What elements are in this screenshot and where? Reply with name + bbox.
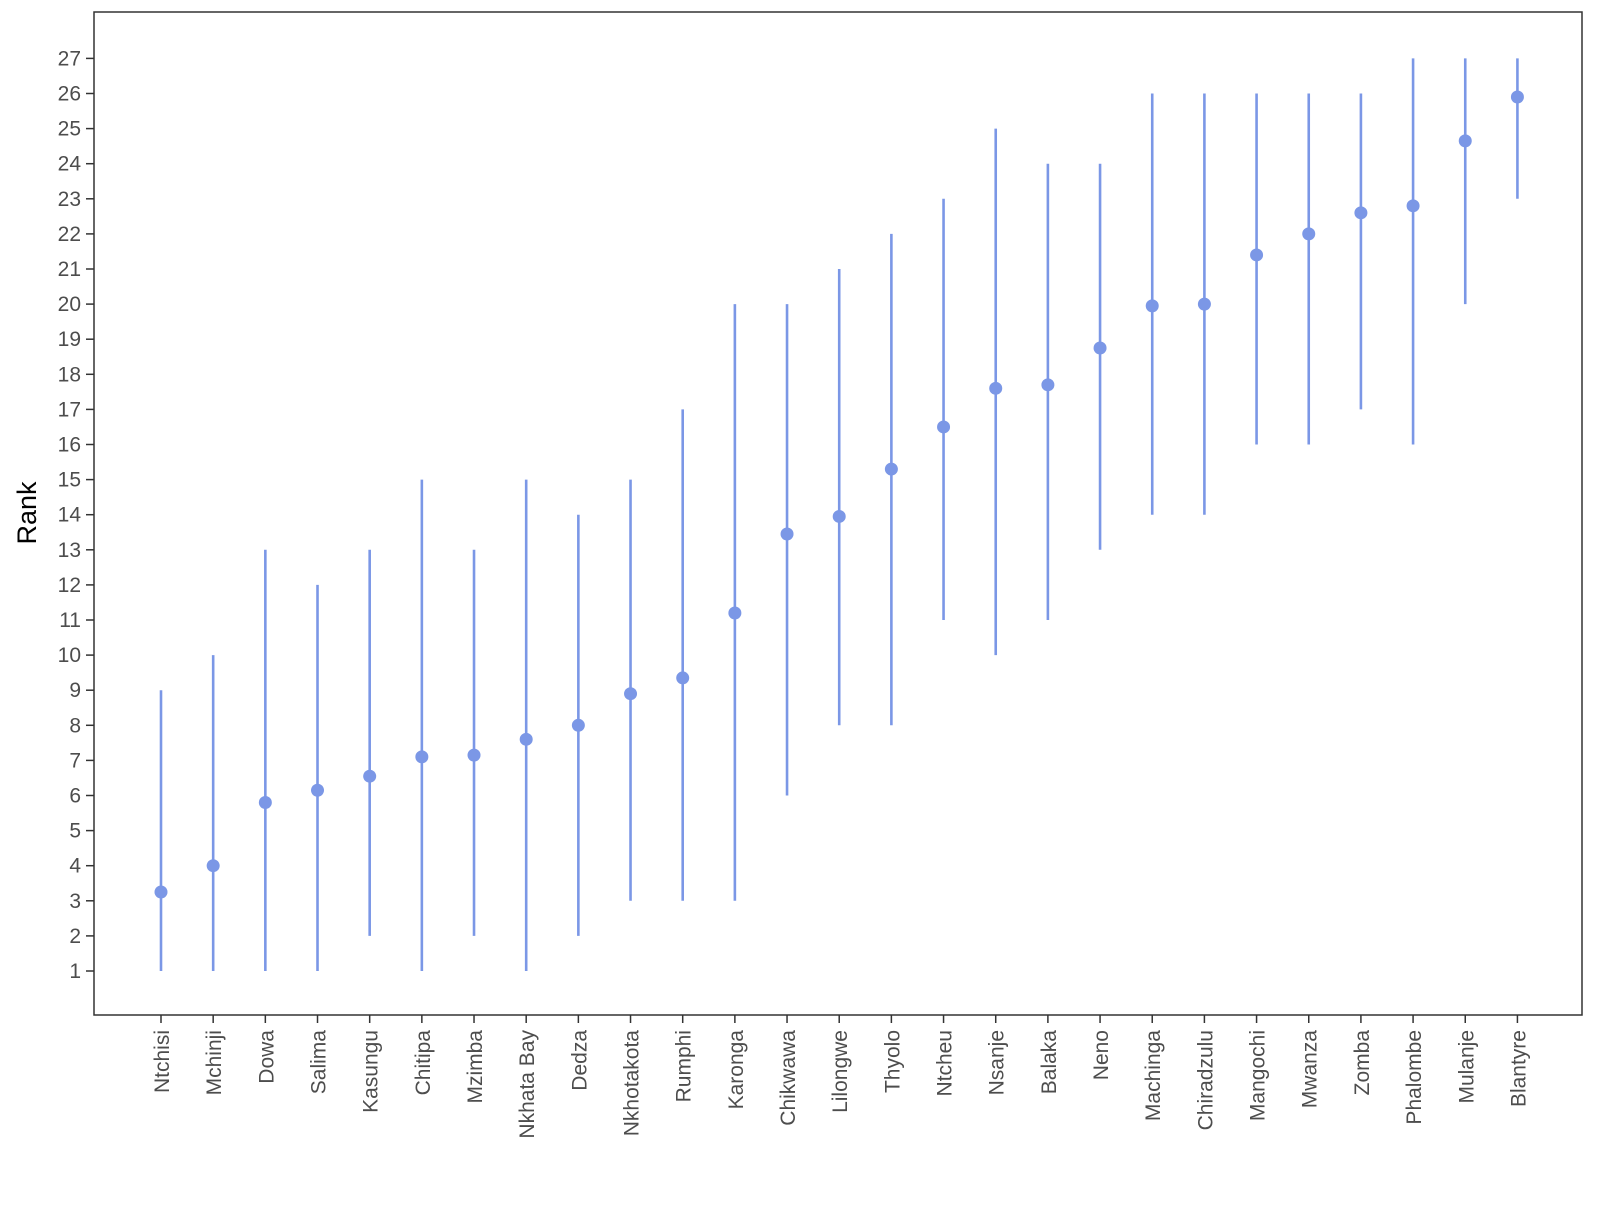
x-tick-label-19: Machinga xyxy=(1142,1030,1165,1121)
point-3 xyxy=(311,783,325,797)
x-tick-label-6: Mzimba xyxy=(464,1030,487,1104)
y-tick-label-12: 12 xyxy=(58,574,81,597)
x-tick-label-17: Balaka xyxy=(1038,1030,1061,1095)
point-25 xyxy=(1458,134,1472,148)
x-tick-label-1: Mchinji xyxy=(203,1030,226,1095)
y-tick-label-3: 3 xyxy=(69,890,81,913)
point-1 xyxy=(206,859,220,873)
point-13 xyxy=(832,509,846,523)
point-8 xyxy=(571,718,585,732)
x-tick-label-0: Ntchisi xyxy=(151,1030,174,1093)
y-tick-label-22: 22 xyxy=(58,223,81,246)
point-9 xyxy=(624,687,638,701)
y-tick-label-23: 23 xyxy=(58,188,81,211)
point-26 xyxy=(1510,90,1524,104)
y-tick-label-24: 24 xyxy=(58,153,82,176)
point-6 xyxy=(467,748,481,762)
x-tick-label-9: Nkhotakota xyxy=(621,1030,644,1137)
y-tick-label-14: 14 xyxy=(58,504,82,527)
point-2 xyxy=(258,796,272,810)
x-tick-label-5: Chitipa xyxy=(412,1030,435,1096)
point-20 xyxy=(1197,297,1211,311)
point-4 xyxy=(363,769,377,783)
point-22 xyxy=(1302,227,1316,241)
point-7 xyxy=(519,732,533,746)
y-tick-label-20: 20 xyxy=(58,293,81,316)
y-tick-label-21: 21 xyxy=(58,258,81,281)
y-tick-label-26: 26 xyxy=(58,83,81,106)
x-tick-label-23: Zomba xyxy=(1351,1030,1374,1096)
point-5 xyxy=(415,750,429,764)
y-tick-label-10: 10 xyxy=(58,644,81,667)
y-tick-label-27: 27 xyxy=(58,47,81,70)
x-tick-label-14: Thyolo xyxy=(881,1030,904,1093)
y-tick-label-25: 25 xyxy=(58,118,81,141)
x-tick-label-13: Lilongwe xyxy=(829,1030,852,1113)
y-axis: 1234567891011121314151617181920212223242… xyxy=(58,47,94,983)
x-tick-label-11: Karonga xyxy=(725,1030,748,1110)
y-tick-label-18: 18 xyxy=(58,363,81,386)
y-tick-label-11: 11 xyxy=(59,609,81,632)
x-tick-label-21: Mangochi xyxy=(1247,1030,1270,1121)
point-18 xyxy=(1093,341,1107,355)
y-tick-label-19: 19 xyxy=(58,328,81,351)
y-tick-label-9: 9 xyxy=(69,679,81,702)
x-tick-label-12: Chikwawa xyxy=(777,1030,800,1126)
y-tick-label-7: 7 xyxy=(69,749,81,772)
y-axis-title: Rank xyxy=(12,481,42,545)
x-tick-label-16: Nsanje xyxy=(986,1030,1009,1095)
point-16 xyxy=(989,381,1003,395)
y-tick-label-4: 4 xyxy=(69,855,81,878)
y-tick-label-13: 13 xyxy=(58,539,81,562)
x-tick-label-20: Chiradzulu xyxy=(1194,1030,1217,1130)
x-tick-label-10: Rumphi xyxy=(673,1030,696,1102)
x-tick-label-18: Neno xyxy=(1090,1030,1113,1080)
y-tick-label-17: 17 xyxy=(58,398,81,421)
y-tick-label-5: 5 xyxy=(69,820,81,843)
y-tick-label-16: 16 xyxy=(58,434,81,457)
point-11 xyxy=(728,606,742,620)
point-14 xyxy=(884,462,898,476)
x-axis: Ntchisi Mchinji Dowa Salima Kasungu Chitipa Mz… xyxy=(151,1015,1530,1139)
chart-marks xyxy=(154,58,1524,971)
point-10 xyxy=(676,671,690,685)
x-tick-label-3: Salima xyxy=(308,1030,331,1095)
x-tick-label-26: Blantyre xyxy=(1507,1030,1530,1107)
y-tick-label-1: 1 xyxy=(69,960,81,983)
point-23 xyxy=(1354,206,1368,220)
x-tick-label-24: Phalombe xyxy=(1403,1030,1426,1125)
x-tick-label-4: Kasungu xyxy=(360,1030,383,1113)
y-tick-label-8: 8 xyxy=(69,714,81,737)
y-tick-label-6: 6 xyxy=(69,785,81,808)
y-tick-label-2: 2 xyxy=(69,925,81,948)
x-tick-label-15: Ntcheu xyxy=(934,1030,957,1097)
point-19 xyxy=(1145,299,1159,313)
point-17 xyxy=(1041,378,1055,392)
y-tick-label-15: 15 xyxy=(58,469,81,492)
point-24 xyxy=(1406,199,1420,213)
point-12 xyxy=(780,527,794,541)
point-21 xyxy=(1250,248,1264,262)
x-tick-label-25: Mulanje xyxy=(1455,1030,1478,1104)
point-0 xyxy=(154,885,168,899)
point-15 xyxy=(937,420,951,434)
x-tick-label-2: Dowa xyxy=(255,1030,278,1084)
x-tick-label-22: Mwanza xyxy=(1299,1030,1322,1109)
x-tick-label-7: Nkhata Bay xyxy=(516,1030,539,1139)
x-tick-label-8: Dedza xyxy=(568,1030,591,1091)
